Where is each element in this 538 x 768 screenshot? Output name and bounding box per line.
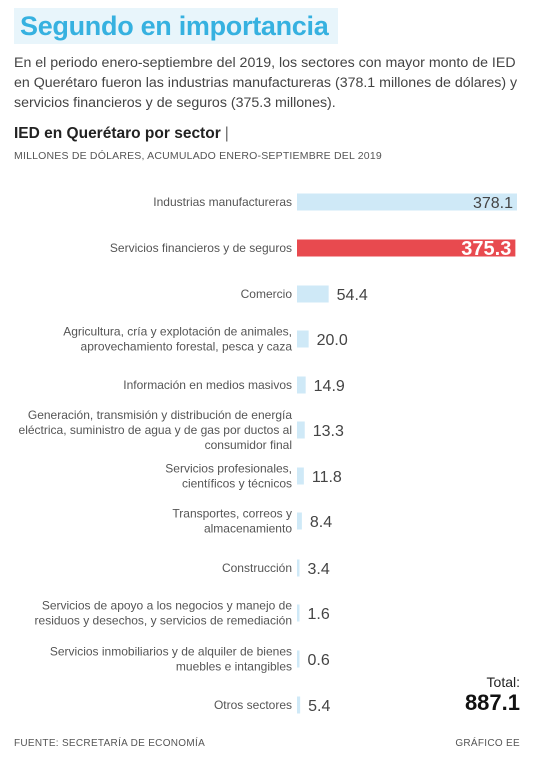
bar-8 xyxy=(297,559,300,577)
headline-block: Segundo en importancia xyxy=(14,8,339,46)
value-label-7: 8.4 xyxy=(310,514,332,531)
category-label-7-1: almacenamiento xyxy=(204,522,292,536)
chart-title-text: IED en Querétaro por sector xyxy=(14,125,221,142)
value-label-8: 3.4 xyxy=(308,561,330,578)
category-label-5-2: consumidor final xyxy=(205,438,292,452)
bar-chart: Industrias manufactureras 378.1 Servicios … xyxy=(19,193,517,715)
value-label-0: 378.1 xyxy=(473,195,513,212)
chart-title: IED en Querétaro por sector | xyxy=(14,125,229,143)
bar-4 xyxy=(297,376,306,394)
source-note: FUENTE: SECRETARÍA DE ECONOMÍA xyxy=(14,738,206,749)
category-label-3-1: aprovechamiento forestal, pesca y caza xyxy=(81,340,293,354)
category-label-4-0: Información en medios masivos xyxy=(123,378,292,392)
value-label-10: 0.6 xyxy=(308,652,330,669)
category-label-0-0: Industrias manufactureras xyxy=(153,195,292,209)
value-label-2: 54.4 xyxy=(337,287,368,304)
value-label-9: 1.6 xyxy=(308,606,330,623)
category-label-6-1: científicos y técnicos xyxy=(182,477,292,491)
bar-6 xyxy=(297,467,304,485)
headline: Segundo en importancia xyxy=(14,8,339,44)
category-label-6-0: Servicios profesionales, xyxy=(165,462,292,476)
total-value: 887.1 xyxy=(464,690,520,715)
value-label-4: 14.9 xyxy=(314,378,345,395)
graphic-credit: GRÁFICO EE xyxy=(455,738,520,749)
category-label-5-1: eléctrica, suministro de agua y de gas p… xyxy=(19,423,292,437)
bar-7 xyxy=(297,512,302,530)
value-label-3: 20.0 xyxy=(317,332,348,349)
category-label-1-0: Servicios financieros y de seguros xyxy=(110,241,292,255)
bar-1 xyxy=(297,239,516,257)
category-label-9-1: residuos y desechos, y servicios de reme… xyxy=(35,614,292,628)
category-label-5-0: Generación, transmisión y distribución d… xyxy=(28,408,292,422)
category-label-8-0: Construcción xyxy=(222,561,292,575)
category-label-2-0: Comercio xyxy=(241,287,293,301)
category-label-9-0: Servicios de apoyo a los negocios y mane… xyxy=(42,599,292,613)
category-label-3-0: Agricultura, cría y explotación de anima… xyxy=(63,325,292,339)
category-label-11-0: Otros sectores xyxy=(214,698,292,712)
value-label-1: 375.3 xyxy=(461,238,511,260)
intro-paragraph: En el periodo enero-septiembre del 2019,… xyxy=(14,55,518,111)
chart-subtitle: MILLONES DE DÓLARES, ACUMULADO ENERO-SEP… xyxy=(14,150,382,162)
bar-10 xyxy=(297,650,300,668)
category-label-10-0: Servicios inmobiliarios y de alquiler de… xyxy=(50,645,292,659)
bar-11 xyxy=(297,696,301,714)
category-label-7-0: Transportes, correos y xyxy=(172,507,292,521)
value-label-11: 5.4 xyxy=(308,698,330,715)
bar-2 xyxy=(297,285,329,303)
bar-0 xyxy=(297,193,517,211)
bar-3 xyxy=(297,330,309,348)
value-label-6: 11.8 xyxy=(312,469,342,486)
title-divider: | xyxy=(224,125,229,142)
total-label: Total: xyxy=(486,674,520,690)
value-label-5: 13.3 xyxy=(313,423,344,440)
bar-5 xyxy=(297,421,305,439)
bar-9 xyxy=(297,604,300,622)
category-label-10-1: muebles e intangibles xyxy=(176,660,292,674)
